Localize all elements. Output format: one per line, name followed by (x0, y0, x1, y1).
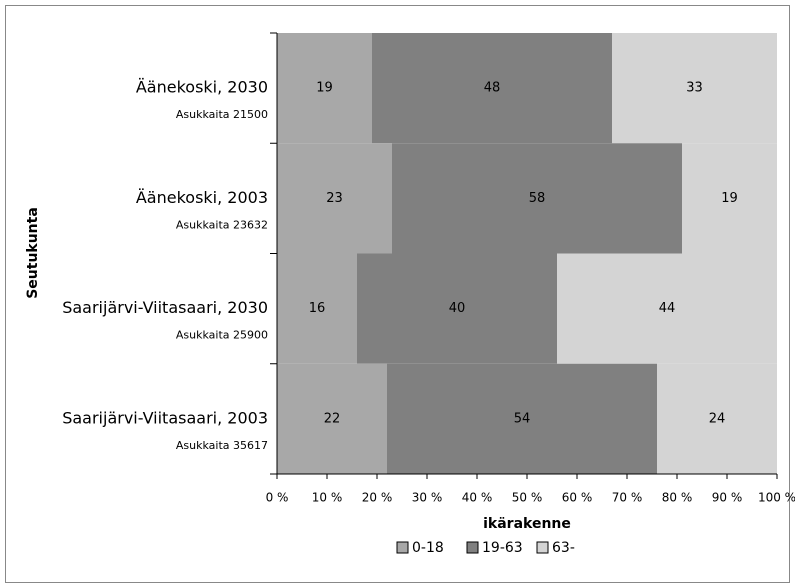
category-sublabel: Asukkaita 23632 (176, 218, 268, 231)
data-label: 23 (326, 191, 343, 206)
bar-segment (277, 33, 372, 144)
category-label: Saarijärvi-Viitasaari, 2030 (62, 298, 268, 317)
category-sublabel: Asukkaita 35617 (176, 439, 268, 452)
x-tick-label: 50 % (512, 491, 543, 505)
legend-swatch (466, 541, 479, 554)
x-tick-label: 10 % (312, 491, 343, 505)
x-tick-label: 70 % (612, 491, 643, 505)
x-tick-label: 100 % (758, 491, 795, 505)
category-label: Äänekoski, 2030 (136, 78, 268, 97)
data-label: 44 (659, 301, 676, 316)
bar-segment (357, 253, 557, 364)
y-axis-title: Seutukunta (25, 207, 41, 299)
data-label: 33 (686, 81, 703, 96)
bar-segment (372, 33, 612, 144)
x-tick-label: 60 % (562, 491, 593, 505)
x-axis-title: ikärakenne (483, 516, 571, 532)
bar-segment (612, 33, 777, 144)
category-sublabel: Asukkaita 21500 (176, 108, 268, 121)
x-tick-label: 30 % (412, 491, 443, 505)
data-label: 16 (309, 301, 326, 316)
data-label: 22 (324, 411, 341, 426)
x-tick-label: 0 % (266, 491, 289, 505)
legend-label: 19-63 (482, 540, 523, 556)
legend-swatch (396, 541, 409, 554)
data-label: 54 (514, 411, 531, 426)
bar-segment (392, 143, 682, 254)
legend-swatch (536, 541, 549, 554)
category-sublabel: Asukkaita 25900 (176, 329, 268, 342)
data-label: 48 (484, 81, 501, 96)
category-label: Äänekoski, 2003 (136, 188, 268, 207)
bar-segment (277, 363, 387, 474)
data-label: 19 (316, 81, 333, 96)
x-tick-label: 90 % (712, 491, 743, 505)
x-tick-label: 80 % (662, 491, 693, 505)
bar-segment (657, 363, 777, 474)
x-tick-label: 20 % (362, 491, 393, 505)
bar-segment (277, 253, 357, 364)
legend-label: 0-18 (412, 540, 444, 556)
bar-segment (277, 143, 392, 254)
x-tick-label: 40 % (462, 491, 493, 505)
bar-segment (557, 253, 777, 364)
bar-segment (682, 143, 777, 254)
legend-label: 63- (552, 540, 575, 556)
bar-segment (387, 363, 657, 474)
data-label: 58 (529, 191, 546, 206)
data-label: 24 (709, 411, 726, 426)
category-label: Saarijärvi-Viitasaari, 2003 (62, 408, 268, 427)
data-label: 40 (449, 301, 466, 316)
data-label: 19 (721, 191, 738, 206)
